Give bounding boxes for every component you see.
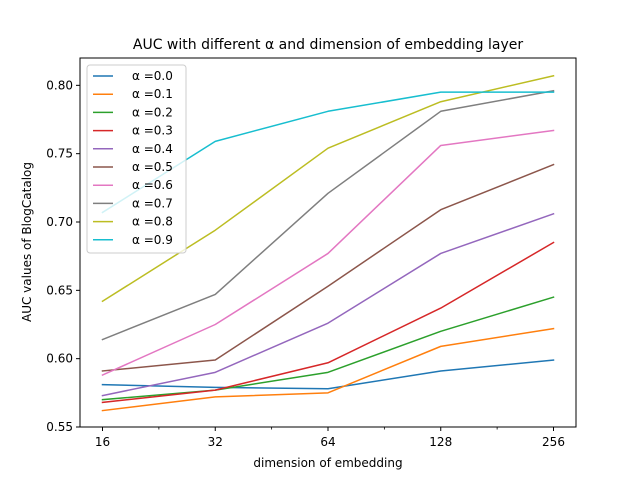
- series-line-7: [101, 89, 555, 341]
- x-axis: 16 32 64 128 256: [95, 427, 565, 449]
- legend-entry-label: α =0.6: [132, 178, 173, 192]
- plot-area: [101, 74, 555, 412]
- series-line-6: [101, 129, 555, 377]
- y-tick-label: 0.55: [46, 420, 73, 434]
- legend-entry-label: α =0.1: [132, 87, 173, 101]
- legend-entry-label: α =0.5: [132, 160, 173, 174]
- x-tick-label: 16: [95, 435, 110, 449]
- series-line-1: [101, 327, 555, 412]
- y-tick-label: 0.80: [46, 78, 73, 92]
- legend-entry-label: α =0.9: [132, 233, 173, 247]
- y-tick-label: 0.75: [46, 147, 73, 161]
- x-tick-label: 32: [208, 435, 223, 449]
- series-line-4: [101, 212, 555, 397]
- x-tick-label: 128: [429, 435, 452, 449]
- legend-entry-label: α =0.4: [132, 142, 173, 156]
- series-line-2: [101, 296, 555, 401]
- series-line-0: [101, 359, 555, 390]
- legend-entry-label: α =0.3: [132, 124, 173, 138]
- y-axis-label: AUC values of BlogCatalog: [20, 162, 34, 322]
- y-tick-label: 0.70: [46, 215, 73, 229]
- y-tick-label: 0.65: [46, 283, 73, 297]
- x-tick-label: 64: [320, 435, 335, 449]
- legend-entry-label: α =0.8: [132, 215, 173, 229]
- series-line-5: [101, 163, 555, 372]
- legend-entry-label: α =0.0: [132, 69, 173, 83]
- legend-entry-label: α =0.2: [132, 105, 173, 119]
- series-line-3: [101, 241, 555, 404]
- x-tick-label: 256: [542, 435, 565, 449]
- legend-entry-label: α =0.7: [132, 196, 173, 210]
- y-tick-label: 0.60: [46, 352, 73, 366]
- legend: α =0.0 α =0.1 α =0.2 α =0.3 α =0.4 α =0.5 α =0…: [86, 64, 187, 254]
- y-axis: 0.55 0.60 0.65 0.70 0.75 0.80: [46, 78, 80, 434]
- x-axis-label: dimension of embedding: [253, 456, 402, 470]
- chart-title: AUC with different α and dimension of em…: [133, 37, 523, 53]
- series-line-8: [101, 74, 555, 303]
